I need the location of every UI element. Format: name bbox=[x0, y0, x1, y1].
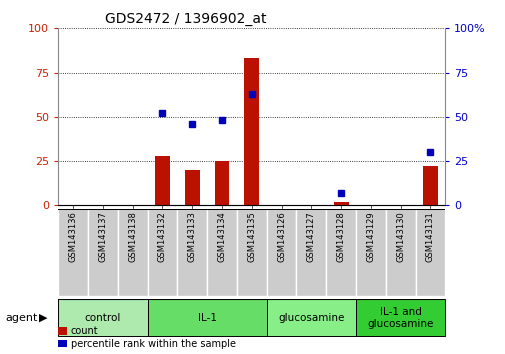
Text: GSM143131: GSM143131 bbox=[425, 211, 434, 262]
Text: GSM143130: GSM143130 bbox=[395, 211, 405, 262]
Text: glucosamine: glucosamine bbox=[278, 313, 344, 323]
Bar bbox=[236, 209, 266, 296]
Bar bbox=[296, 209, 326, 296]
Bar bbox=[244, 58, 259, 205]
Text: GSM143135: GSM143135 bbox=[247, 211, 256, 262]
Text: GSM143136: GSM143136 bbox=[69, 211, 77, 262]
Bar bbox=[177, 209, 207, 296]
Text: GSM143132: GSM143132 bbox=[158, 211, 167, 262]
Text: GSM143137: GSM143137 bbox=[98, 211, 107, 262]
Text: ▶: ▶ bbox=[39, 313, 47, 323]
Bar bbox=[58, 209, 88, 296]
Bar bbox=[88, 209, 118, 296]
Text: GSM143129: GSM143129 bbox=[366, 211, 375, 262]
Bar bbox=[266, 209, 296, 296]
Text: IL-1 and
glucosamine: IL-1 and glucosamine bbox=[367, 307, 433, 329]
Bar bbox=[155, 156, 170, 205]
Text: IL-1: IL-1 bbox=[197, 313, 216, 323]
Text: GDS2472 / 1396902_at: GDS2472 / 1396902_at bbox=[105, 12, 266, 26]
Bar bbox=[147, 209, 177, 296]
Bar bbox=[184, 170, 199, 205]
Text: control: control bbox=[84, 313, 121, 323]
Bar bbox=[422, 166, 437, 205]
Bar bbox=[355, 209, 385, 296]
Legend: count, percentile rank within the sample: count, percentile rank within the sample bbox=[58, 326, 235, 349]
Bar bbox=[214, 161, 229, 205]
Text: agent: agent bbox=[5, 313, 37, 323]
Bar bbox=[385, 209, 415, 296]
Bar bbox=[147, 299, 266, 336]
Bar bbox=[415, 209, 444, 296]
Text: GSM143127: GSM143127 bbox=[306, 211, 315, 262]
Bar bbox=[326, 209, 355, 296]
Bar bbox=[355, 299, 444, 336]
Bar bbox=[333, 202, 348, 205]
Bar bbox=[207, 209, 236, 296]
Text: GSM143138: GSM143138 bbox=[128, 211, 137, 262]
Text: GSM143126: GSM143126 bbox=[276, 211, 285, 262]
Bar bbox=[58, 299, 147, 336]
Text: GSM143134: GSM143134 bbox=[217, 211, 226, 262]
Text: GSM143128: GSM143128 bbox=[336, 211, 345, 262]
Bar bbox=[266, 299, 355, 336]
Text: GSM143133: GSM143133 bbox=[187, 211, 196, 262]
Bar bbox=[118, 209, 147, 296]
